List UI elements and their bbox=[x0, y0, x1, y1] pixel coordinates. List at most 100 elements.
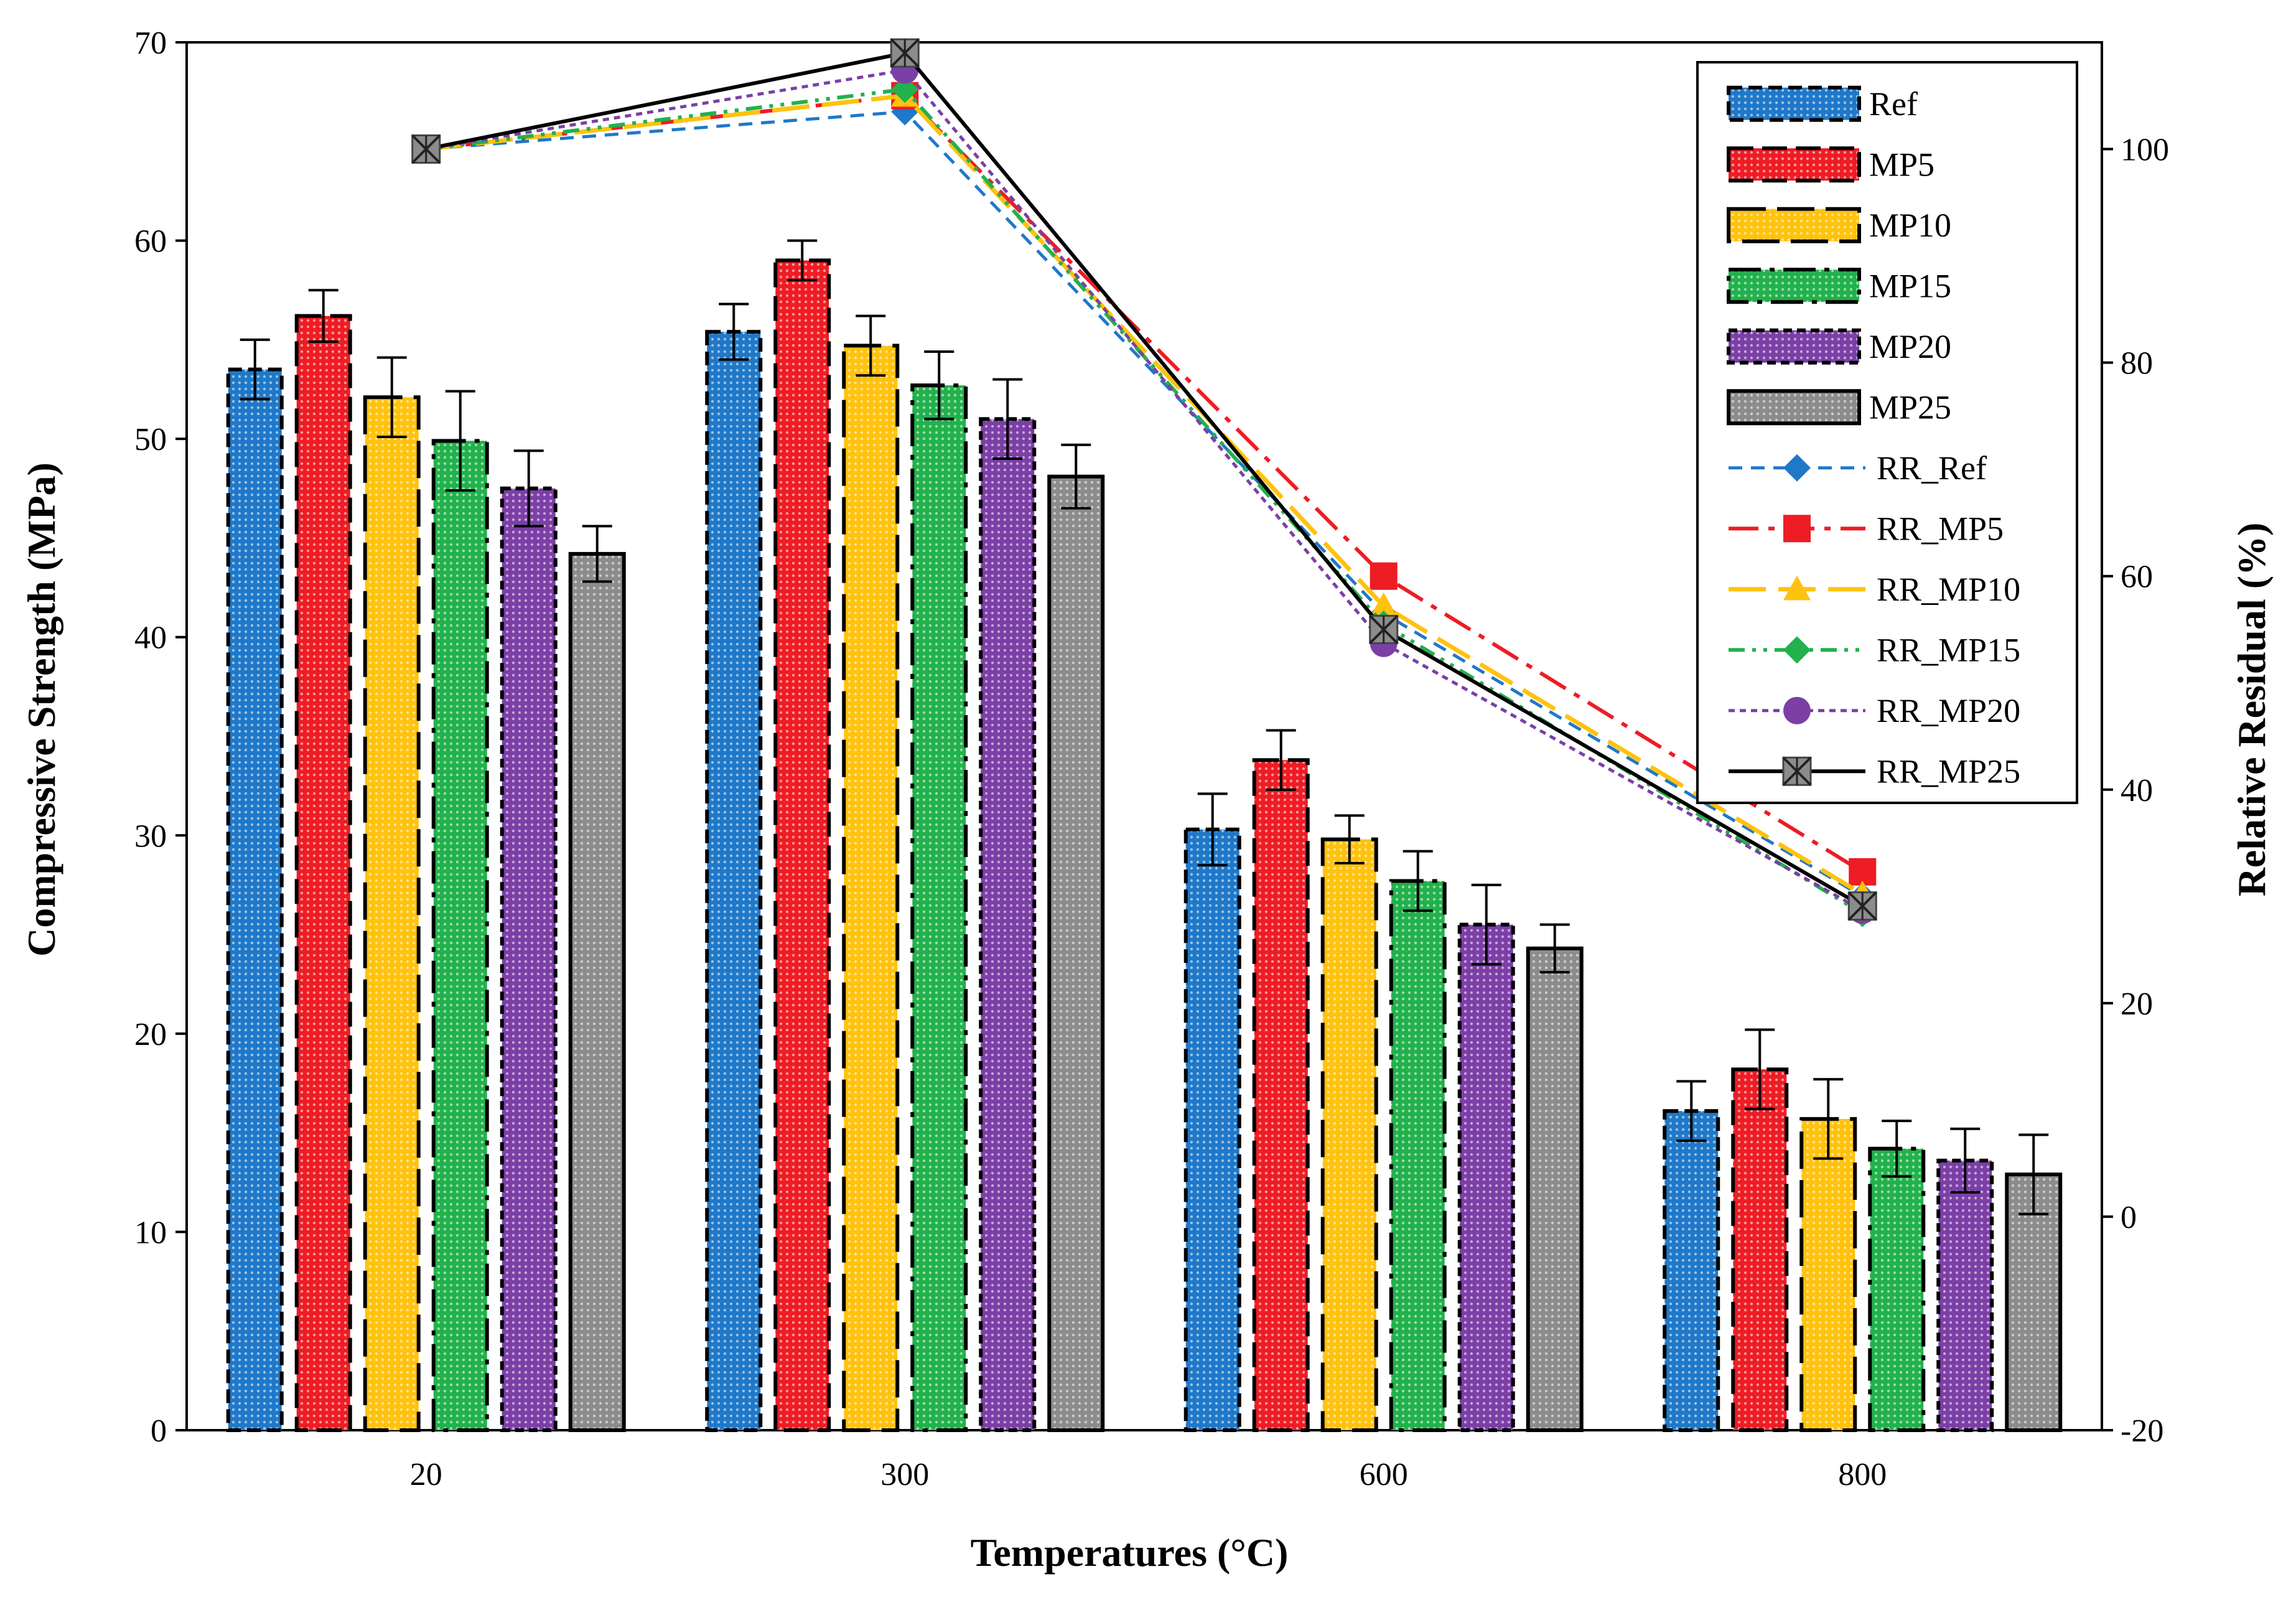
bar-mp25-20 bbox=[568, 525, 626, 1432]
line-rr_mp15 bbox=[426, 87, 1864, 916]
legend-label: RR_Ref bbox=[1877, 449, 1987, 487]
point-rr_mp15-300 bbox=[891, 75, 919, 103]
line-rr_mp10 bbox=[426, 93, 1864, 896]
legend-marker bbox=[1783, 454, 1811, 482]
legend: Ref MP5 MP10 MP15 MP20 MP25 RR_Ref RR_MP5 RR_MP1… bbox=[1696, 61, 2078, 804]
bar-mp5-800 bbox=[1731, 1028, 1789, 1432]
legend-swatch-texture bbox=[1729, 269, 1859, 302]
legend-swatch-texture bbox=[1729, 330, 1859, 363]
legend-swatch-texture bbox=[1729, 208, 1859, 241]
bar-texture bbox=[1733, 1069, 1787, 1430]
legend-label: RR_MP25 bbox=[1877, 752, 2020, 790]
legend-swatch-texture bbox=[1729, 87, 1859, 120]
bar-outline bbox=[1936, 1158, 1994, 1432]
y2-axis-title: Relative Residual (%) bbox=[2229, 523, 2274, 897]
legend-label: MP15 bbox=[1869, 267, 1951, 304]
bar-ref-300 bbox=[705, 302, 763, 1432]
legend-swatch-texture bbox=[1729, 391, 1859, 424]
bar-texture bbox=[1322, 839, 1376, 1430]
legend-entry-mp10: MP10 bbox=[1727, 207, 1951, 244]
y-tick-label: 10 bbox=[134, 1215, 167, 1250]
bar-mp20-600 bbox=[1457, 883, 1515, 1432]
legend-marker bbox=[1783, 696, 1811, 724]
legend-entry-rr_mp20: RR_MP20 bbox=[1729, 692, 2020, 729]
legend-box bbox=[1696, 61, 2078, 804]
legend-swatch-texture bbox=[1729, 148, 1859, 181]
bar-mp25-300 bbox=[1047, 443, 1105, 1433]
bar-mp5-300 bbox=[773, 239, 831, 1432]
legend-swatch-outline bbox=[1727, 85, 1861, 122]
bar-texture bbox=[1185, 829, 1239, 1430]
bar-texture bbox=[1938, 1160, 1992, 1430]
y-axis-title: Compressive Strength (MPa) bbox=[19, 462, 63, 957]
y-tick-label: 20 bbox=[134, 1017, 167, 1052]
bar-mp20-300 bbox=[979, 378, 1037, 1432]
y2-tick-label: -20 bbox=[2121, 1413, 2163, 1449]
point-rr_mp25-800 bbox=[1847, 891, 1877, 921]
point-rr_mp10-600 bbox=[1370, 592, 1398, 617]
legend-entry-rr_mp10: RR_MP10 bbox=[1729, 571, 2020, 608]
legend-label: RR_MP15 bbox=[1877, 631, 2020, 668]
legend-entry-mp20: MP20 bbox=[1727, 328, 1951, 365]
legend-entry-ref: Ref bbox=[1727, 85, 1918, 123]
y2-tick-label: 100 bbox=[2121, 133, 2169, 168]
legend-marker bbox=[1782, 756, 1812, 786]
legend-swatch-outline bbox=[1727, 268, 1861, 304]
y-tick-label: 0 bbox=[151, 1413, 167, 1449]
y-tick-label: 30 bbox=[134, 818, 167, 854]
y-tick-label: 60 bbox=[134, 224, 167, 260]
y2-tick-label: 80 bbox=[2121, 346, 2153, 382]
bar-texture bbox=[365, 397, 419, 1430]
bar-ref-20 bbox=[226, 338, 284, 1433]
legend-entry-rr_mp5: RR_MP5 bbox=[1729, 510, 2004, 547]
y2-tick-label: 40 bbox=[2121, 773, 2153, 808]
legend-entry-rr_ref: RR_Ref bbox=[1729, 449, 1987, 487]
plot-area bbox=[185, 41, 2103, 1431]
y-tick-label: 50 bbox=[134, 422, 167, 457]
legend-swatch-outline bbox=[1727, 328, 1861, 365]
legend-marker bbox=[1783, 636, 1811, 664]
x-tick-label: 300 bbox=[880, 1457, 929, 1492]
bar-mp15-800 bbox=[1868, 1120, 1926, 1432]
bar-texture bbox=[912, 385, 966, 1430]
legend-swatch-outline bbox=[1727, 207, 1861, 243]
bar-texture bbox=[2007, 1174, 2061, 1430]
bar-outline bbox=[773, 258, 831, 1432]
bar-texture bbox=[570, 553, 624, 1430]
bar-mp20-800 bbox=[1936, 1127, 1994, 1432]
bar-outline bbox=[1731, 1067, 1789, 1432]
point-rr_mp25-300 bbox=[890, 38, 920, 68]
bar-texture bbox=[1664, 1111, 1719, 1430]
bar-texture bbox=[707, 332, 761, 1430]
bar-mp10-20 bbox=[363, 356, 421, 1433]
bar-outline bbox=[1457, 922, 1515, 1432]
bar-texture bbox=[844, 345, 898, 1430]
bar-mp15-20 bbox=[431, 390, 489, 1432]
bar-outline bbox=[979, 417, 1037, 1432]
legend-label: MP5 bbox=[1869, 146, 1934, 183]
bar-mp10-800 bbox=[1799, 1078, 1857, 1433]
bar-texture bbox=[1870, 1148, 1924, 1430]
x-tick-label: 20 bbox=[410, 1457, 442, 1492]
y2-tick-label: 0 bbox=[2121, 1200, 2137, 1235]
legend-label: RR_MP10 bbox=[1877, 571, 2020, 608]
legend-label: RR_MP20 bbox=[1877, 692, 2020, 729]
line-series-group bbox=[411, 38, 1877, 927]
legend-entry-mp5: MP5 bbox=[1727, 146, 1934, 183]
bar-mp20-20 bbox=[500, 449, 558, 1432]
legend-marker bbox=[1783, 515, 1811, 543]
y-tick-label: 70 bbox=[134, 26, 167, 61]
legend-label: MP20 bbox=[1869, 328, 1951, 365]
bar-ref-600 bbox=[1183, 792, 1241, 1432]
x-axis-title: Temperatures (°C) bbox=[971, 1530, 1289, 1575]
legend-entry-mp15: MP15 bbox=[1727, 267, 1951, 304]
bar-texture bbox=[775, 260, 829, 1430]
bar-outline bbox=[1252, 758, 1310, 1432]
bar-mp5-20 bbox=[294, 289, 352, 1433]
legend-entry-rr_mp15: RR_MP15 bbox=[1729, 631, 2020, 668]
bar-texture bbox=[502, 488, 556, 1431]
bar-mp15-300 bbox=[910, 350, 968, 1433]
legend-label: Ref bbox=[1869, 85, 1918, 123]
y2-tick-label: 20 bbox=[2121, 986, 2153, 1022]
legend-swatch-outline bbox=[1727, 146, 1861, 183]
